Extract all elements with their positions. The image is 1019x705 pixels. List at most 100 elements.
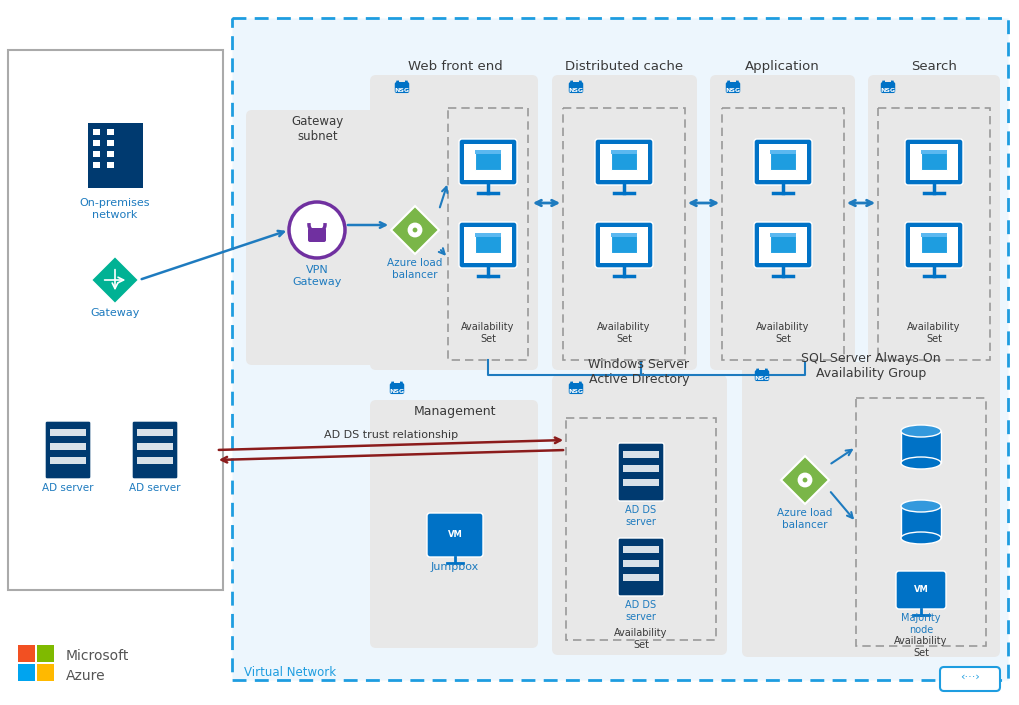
Text: NSG: NSG	[568, 388, 583, 393]
Bar	[231, 18, 1007, 680]
FancyBboxPatch shape	[427, 513, 483, 557]
FancyBboxPatch shape	[880, 82, 895, 93]
Text: Availability
Set: Availability Set	[461, 322, 515, 343]
Bar	[769, 233, 796, 253]
Text: AD DS trust relationship: AD DS trust relationship	[324, 430, 458, 440]
Text: Gateway: Gateway	[91, 308, 140, 318]
FancyBboxPatch shape	[753, 222, 811, 268]
Bar	[93, 162, 100, 168]
FancyBboxPatch shape	[551, 75, 696, 370]
Bar	[758, 227, 806, 263]
Bar	[50, 457, 86, 464]
Bar	[447, 108, 528, 360]
Text: AD server: AD server	[42, 483, 94, 493]
Bar	[137, 457, 173, 464]
Polygon shape	[390, 206, 438, 254]
Text: On-premises
network: On-premises network	[79, 198, 150, 219]
FancyBboxPatch shape	[904, 222, 962, 268]
Circle shape	[802, 477, 807, 482]
Text: NSG: NSG	[389, 388, 405, 393]
Bar	[50, 443, 86, 450]
Bar	[18, 664, 35, 681]
Bar	[107, 162, 114, 168]
FancyBboxPatch shape	[709, 75, 854, 370]
Bar	[721, 108, 843, 360]
FancyBboxPatch shape	[308, 228, 326, 242]
FancyBboxPatch shape	[569, 383, 583, 394]
Bar	[107, 140, 114, 146]
Bar	[107, 151, 114, 157]
Bar	[920, 233, 947, 253]
Bar	[107, 129, 114, 135]
Bar	[475, 150, 501, 170]
FancyBboxPatch shape	[753, 139, 811, 185]
Bar	[909, 227, 957, 263]
Bar	[909, 144, 957, 180]
Bar	[93, 140, 100, 146]
Circle shape	[798, 473, 811, 486]
Text: NSG: NSG	[568, 87, 583, 92]
FancyBboxPatch shape	[370, 400, 537, 648]
Bar	[610, 233, 637, 237]
FancyBboxPatch shape	[459, 139, 517, 185]
Bar	[88, 123, 143, 188]
FancyBboxPatch shape	[246, 110, 393, 365]
Bar	[877, 108, 989, 360]
FancyBboxPatch shape	[940, 667, 999, 691]
Bar	[769, 150, 796, 170]
Bar	[920, 150, 947, 154]
Text: NSG: NSG	[879, 87, 895, 92]
Text: Management: Management	[414, 405, 496, 418]
FancyBboxPatch shape	[618, 538, 663, 596]
Polygon shape	[781, 456, 828, 504]
Bar	[769, 150, 796, 154]
Text: Gateway
subnet: Gateway subnet	[291, 115, 343, 143]
FancyBboxPatch shape	[551, 375, 727, 655]
Bar	[900, 431, 941, 463]
Ellipse shape	[900, 500, 941, 512]
Text: NSG: NSG	[394, 87, 410, 92]
Bar	[623, 479, 658, 486]
Bar	[599, 144, 647, 180]
Bar	[623, 451, 658, 458]
Text: Azure load
balancer: Azure load balancer	[776, 508, 832, 529]
Text: Availability
Set: Availability Set	[894, 636, 947, 658]
FancyBboxPatch shape	[370, 75, 537, 370]
Text: SQL Server Always On
Availability Group: SQL Server Always On Availability Group	[800, 352, 940, 380]
Bar	[610, 233, 637, 253]
Bar	[623, 546, 658, 553]
Text: Search: Search	[910, 60, 956, 73]
Text: Majority
node: Majority node	[901, 613, 940, 634]
Text: Virtual Network: Virtual Network	[244, 666, 336, 679]
FancyBboxPatch shape	[389, 383, 404, 394]
Text: Availability
Set: Availability Set	[907, 322, 960, 343]
Text: Microsoft: Microsoft	[66, 649, 129, 663]
Text: Availability
Set: Availability Set	[755, 322, 809, 343]
Bar	[920, 233, 947, 237]
Circle shape	[408, 223, 421, 237]
FancyBboxPatch shape	[904, 139, 962, 185]
Bar	[8, 50, 223, 590]
FancyBboxPatch shape	[895, 571, 945, 609]
Bar	[623, 574, 658, 581]
Bar	[855, 398, 985, 646]
FancyBboxPatch shape	[618, 443, 663, 501]
Circle shape	[288, 202, 344, 258]
Bar	[562, 108, 685, 360]
Bar	[137, 443, 173, 450]
Text: VM: VM	[913, 585, 927, 594]
Circle shape	[413, 228, 417, 233]
Text: AD DS
server: AD DS server	[625, 505, 656, 527]
Text: VPN
Gateway: VPN Gateway	[292, 265, 341, 287]
Bar	[18, 645, 35, 662]
Bar	[920, 150, 947, 170]
FancyBboxPatch shape	[726, 82, 740, 93]
Text: VM: VM	[447, 530, 462, 539]
FancyBboxPatch shape	[394, 82, 409, 93]
Text: Jumpbox: Jumpbox	[430, 562, 479, 572]
Bar	[566, 418, 715, 640]
Bar	[769, 233, 796, 237]
Text: NSG: NSG	[754, 376, 768, 381]
Bar	[137, 429, 173, 436]
Bar	[610, 150, 637, 154]
